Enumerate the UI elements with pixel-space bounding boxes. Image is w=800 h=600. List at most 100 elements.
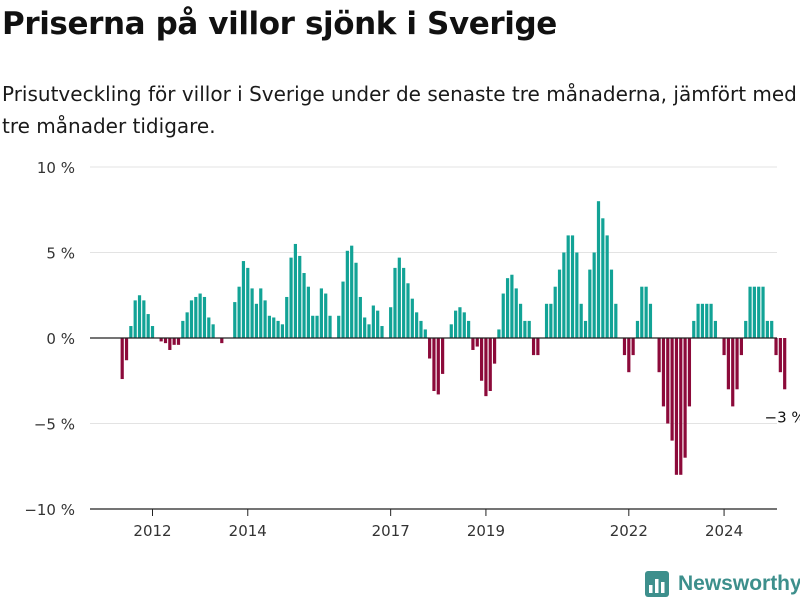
bar	[553, 286, 557, 338]
bar	[207, 317, 211, 338]
bar	[289, 257, 293, 338]
bar	[484, 338, 488, 397]
x-tick-label: 2014	[229, 522, 267, 540]
x-tick-label: 2012	[133, 522, 171, 540]
bar	[713, 320, 718, 338]
bar	[428, 338, 432, 359]
bar	[661, 338, 666, 407]
bar	[189, 300, 194, 338]
bar	[354, 262, 358, 338]
bar	[211, 324, 215, 338]
x-tick-label: 2022	[610, 522, 648, 540]
bar	[415, 312, 419, 338]
bar	[397, 257, 401, 338]
bar	[549, 303, 553, 338]
bar	[471, 338, 475, 350]
bar	[129, 326, 133, 338]
bar	[765, 320, 769, 338]
bar	[176, 338, 181, 345]
bar	[150, 326, 155, 338]
bar	[250, 288, 254, 338]
bar	[635, 320, 640, 338]
bar	[774, 338, 778, 356]
bar	[739, 338, 743, 356]
bar	[670, 338, 674, 441]
bar	[341, 281, 345, 338]
bars	[120, 201, 787, 475]
bar	[298, 255, 302, 338]
bar	[345, 250, 349, 338]
bar	[328, 315, 332, 338]
bar	[583, 320, 588, 338]
bar	[380, 326, 384, 338]
bar	[254, 303, 259, 338]
bar	[324, 293, 328, 338]
bar	[726, 338, 730, 390]
bar	[172, 338, 176, 345]
y-tick-label: −10 %	[24, 501, 75, 519]
bar	[311, 315, 315, 338]
bar	[752, 286, 756, 338]
bar	[319, 288, 323, 338]
bar	[272, 317, 276, 338]
bar	[454, 310, 458, 338]
bar	[492, 338, 497, 364]
bar	[337, 315, 341, 338]
axes	[90, 337, 777, 516]
bar	[627, 338, 631, 373]
bar	[679, 338, 683, 475]
bar	[475, 338, 479, 347]
bar	[683, 338, 687, 458]
bar	[514, 288, 518, 338]
bar	[410, 298, 414, 338]
bar	[527, 320, 531, 338]
bar	[505, 278, 510, 338]
bar	[220, 338, 224, 344]
bar	[306, 286, 310, 338]
bar	[536, 338, 540, 356]
bar	[735, 338, 739, 390]
bar	[389, 307, 393, 338]
bar	[168, 338, 172, 350]
bar	[674, 338, 679, 475]
bar	[605, 235, 609, 338]
bar	[246, 267, 250, 338]
bar	[566, 235, 570, 338]
bar	[185, 312, 189, 338]
bar	[614, 303, 618, 338]
bar	[358, 296, 362, 338]
bar	[622, 338, 627, 356]
bar	[263, 300, 267, 338]
bar	[757, 286, 761, 338]
bar	[640, 286, 644, 338]
bar	[579, 303, 583, 338]
bar	[562, 252, 566, 338]
bar	[761, 286, 765, 338]
bar	[687, 338, 692, 407]
bar	[531, 338, 536, 356]
bar	[458, 307, 462, 338]
bar	[648, 303, 653, 338]
bar	[233, 302, 237, 338]
bar	[462, 312, 466, 338]
bar	[302, 273, 306, 338]
bar	[778, 338, 782, 373]
bar	[748, 286, 752, 338]
brand-logo[interactable]: Newsworthy	[644, 569, 800, 599]
bar	[202, 296, 207, 338]
x-tick-label: 2019	[467, 522, 505, 540]
y-tick-label: 10 %	[37, 159, 75, 177]
chart-title: Priserna på villor sjönk i Sverige	[2, 6, 557, 42]
bar	[402, 267, 406, 338]
bar	[666, 338, 670, 424]
bar-chart-logo-icon	[645, 571, 669, 597]
bar	[722, 338, 726, 356]
bar	[596, 201, 601, 338]
bar	[744, 320, 748, 338]
bar	[609, 269, 614, 338]
bar	[315, 315, 319, 338]
bar	[592, 252, 596, 338]
bar	[363, 317, 367, 338]
bar	[280, 324, 285, 338]
